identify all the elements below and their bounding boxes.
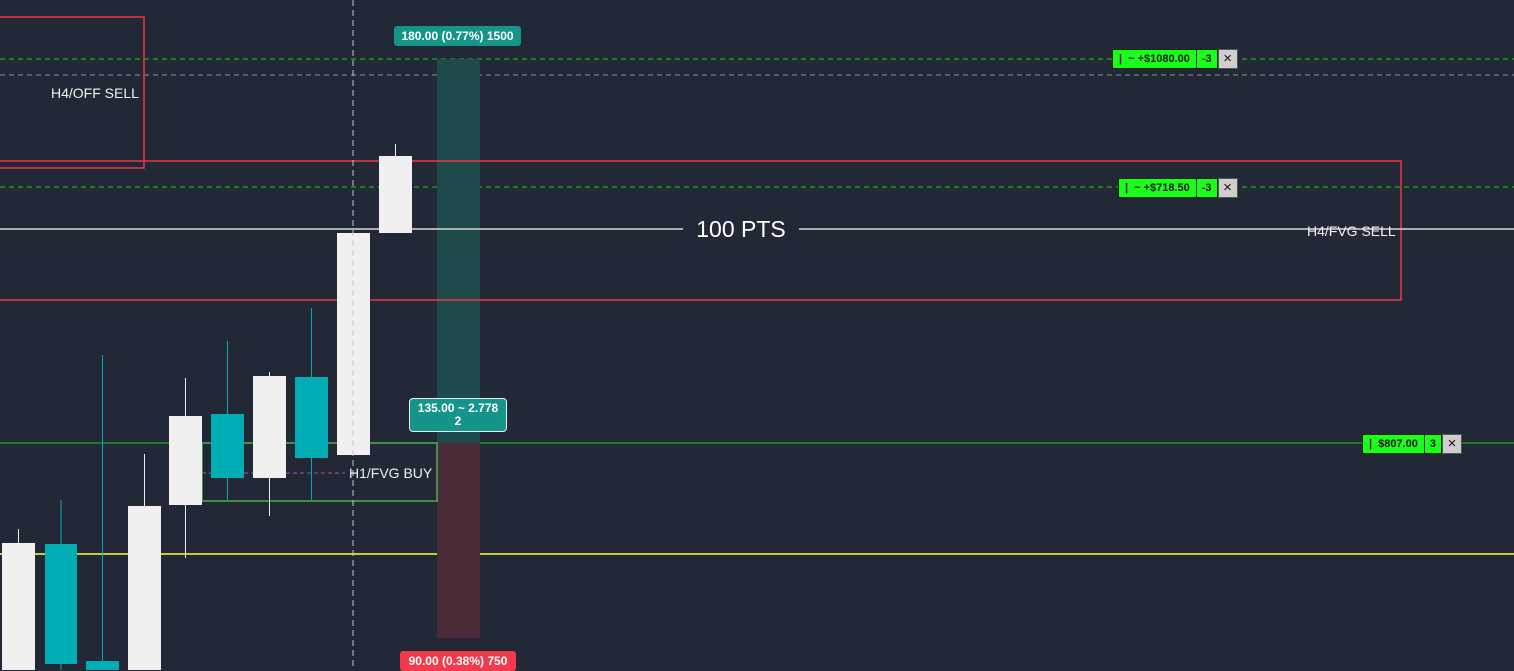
order-pnl[interactable]: | ~ +$1080.00: [1112, 49, 1197, 69]
measure-points-label: 100 PTS: [683, 212, 799, 246]
bullish-candle: [379, 156, 412, 233]
order-tag-take-profit-2[interactable]: | ~ +$718.50 -3 ×: [1118, 178, 1238, 198]
bullish-candle: [169, 416, 202, 505]
h4-off-sell-label: H4/OFF SELL: [51, 85, 139, 101]
stop-loss-area[interactable]: [437, 443, 480, 638]
order-quantity[interactable]: -3: [1196, 178, 1218, 198]
order-pnl-value: ~ +$1080.00: [1128, 53, 1190, 65]
order-tag-entry[interactable]: | $807.00 3 ×: [1362, 434, 1462, 454]
drag-handle[interactable]: |: [1125, 182, 1129, 194]
order-pnl-value: $807.00: [1378, 438, 1418, 450]
order-quantity[interactable]: -3: [1196, 49, 1218, 69]
bearish-candle: [295, 377, 328, 458]
stop-pill[interactable]: 90.00 (0.38%) 750: [400, 651, 516, 671]
order-pnl[interactable]: | ~ +$718.50: [1118, 178, 1197, 198]
order-pnl-value: ~ +$718.50: [1134, 182, 1190, 194]
order-quantity[interactable]: 3: [1424, 434, 1442, 454]
bearish-candle: [45, 544, 77, 664]
close-icon[interactable]: ×: [1217, 49, 1238, 69]
risk-reward-pill[interactable]: 135.00 ~ 2.778 2: [409, 398, 507, 432]
bullish-candle: [253, 376, 286, 478]
h4-fvg-sell-zone[interactable]: [0, 160, 1402, 301]
bearish-candle: [86, 661, 119, 670]
candlestick-series: [2, 144, 412, 670]
h4-off-sell-zone[interactable]: [0, 16, 145, 169]
bullish-candle: [2, 543, 35, 670]
order-tag-take-profit-1[interactable]: | ~ +$1080.00 -3 ×: [1112, 49, 1238, 69]
drag-handle[interactable]: |: [1369, 438, 1373, 450]
drag-handle[interactable]: |: [1119, 53, 1123, 65]
bullish-candle: [128, 506, 161, 670]
h4-fvg-sell-label: H4/FVG SELL: [1307, 223, 1396, 239]
h1-fvg-buy-label: H1/FVG BUY: [349, 465, 433, 481]
bearish-candle: [211, 414, 244, 478]
take-profit-area[interactable]: [437, 59, 480, 443]
order-pnl[interactable]: | $807.00: [1362, 434, 1425, 454]
target-pill[interactable]: 180.00 (0.77%) 1500: [394, 26, 521, 46]
risk-reward-quantity: 2: [454, 414, 462, 428]
close-icon[interactable]: ×: [1217, 178, 1238, 198]
close-icon[interactable]: ×: [1441, 434, 1462, 454]
risk-reward-value: 135.00 ~ 2.778: [417, 401, 499, 415]
